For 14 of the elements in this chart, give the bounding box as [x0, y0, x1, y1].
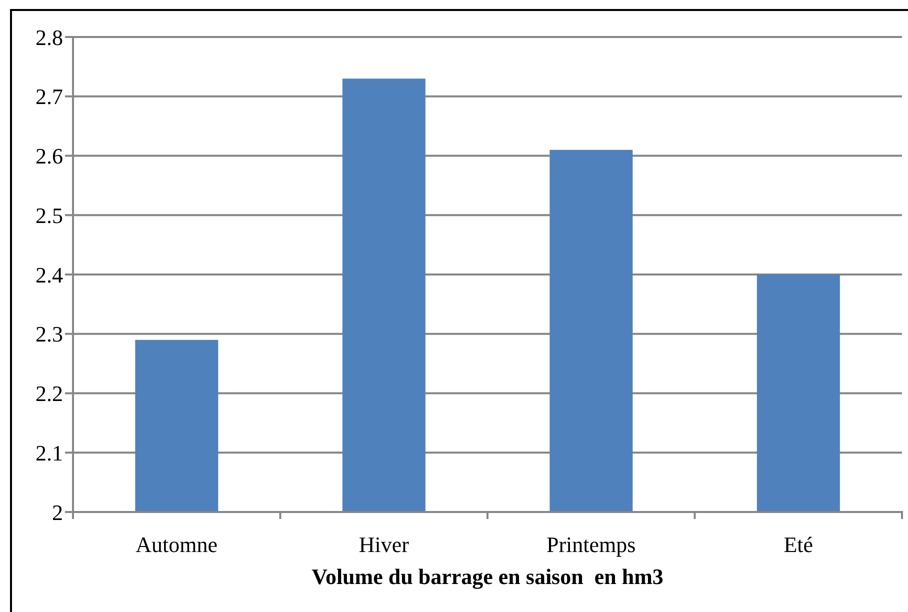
y-tick-label: 2.5	[36, 202, 63, 228]
x-tick-label: Eté	[784, 532, 814, 557]
y-tick-label: 2.3	[36, 322, 63, 347]
y-tick-label: 2	[52, 500, 63, 525]
x-tick-label: Printemps	[546, 532, 636, 557]
y-tick-label: 2.6	[36, 144, 63, 169]
y-tick-label: 2.8	[36, 24, 63, 50]
x-tick-label: Hiver	[358, 532, 410, 557]
y-tick-label: 2.4	[36, 262, 63, 288]
y-tick-label: 2.2	[36, 381, 63, 406]
x-axis-title: Volume du barrage en saison en hm3	[312, 564, 664, 589]
y-tick-label: 2.7	[36, 84, 63, 110]
y-tick-label: 2.1	[36, 440, 63, 466]
x-tick-label: Automne	[136, 532, 218, 557]
